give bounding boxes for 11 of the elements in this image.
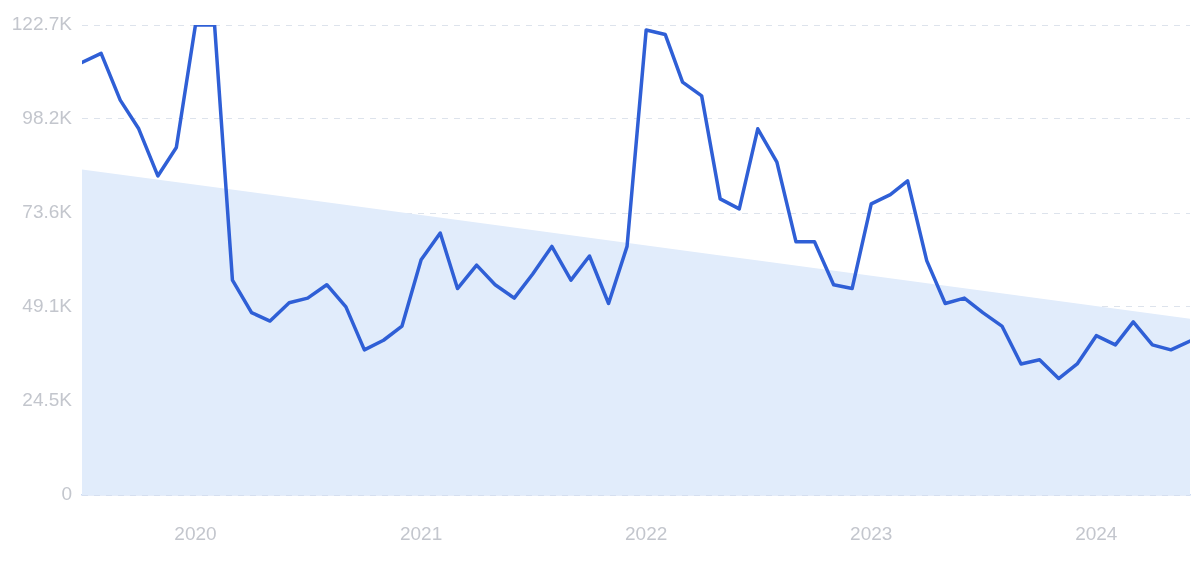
x-tick-label: 2020 bbox=[174, 522, 217, 544]
y-tick-label: 0 bbox=[61, 483, 72, 505]
x-tick-label: 2021 bbox=[399, 522, 443, 544]
y-tick-label: 98.2K bbox=[22, 107, 73, 129]
y-tick-label: 73.6K bbox=[22, 201, 73, 223]
x-tick-label: 2022 bbox=[625, 522, 668, 544]
x-tick-label: 2024 bbox=[1075, 522, 1118, 544]
y-tick-label: 122.7K bbox=[11, 13, 73, 35]
y-tick-label: 49.1K bbox=[22, 295, 73, 317]
x-tick-label: 2023 bbox=[850, 522, 893, 544]
y-tick-label: 24.5K bbox=[22, 389, 73, 411]
